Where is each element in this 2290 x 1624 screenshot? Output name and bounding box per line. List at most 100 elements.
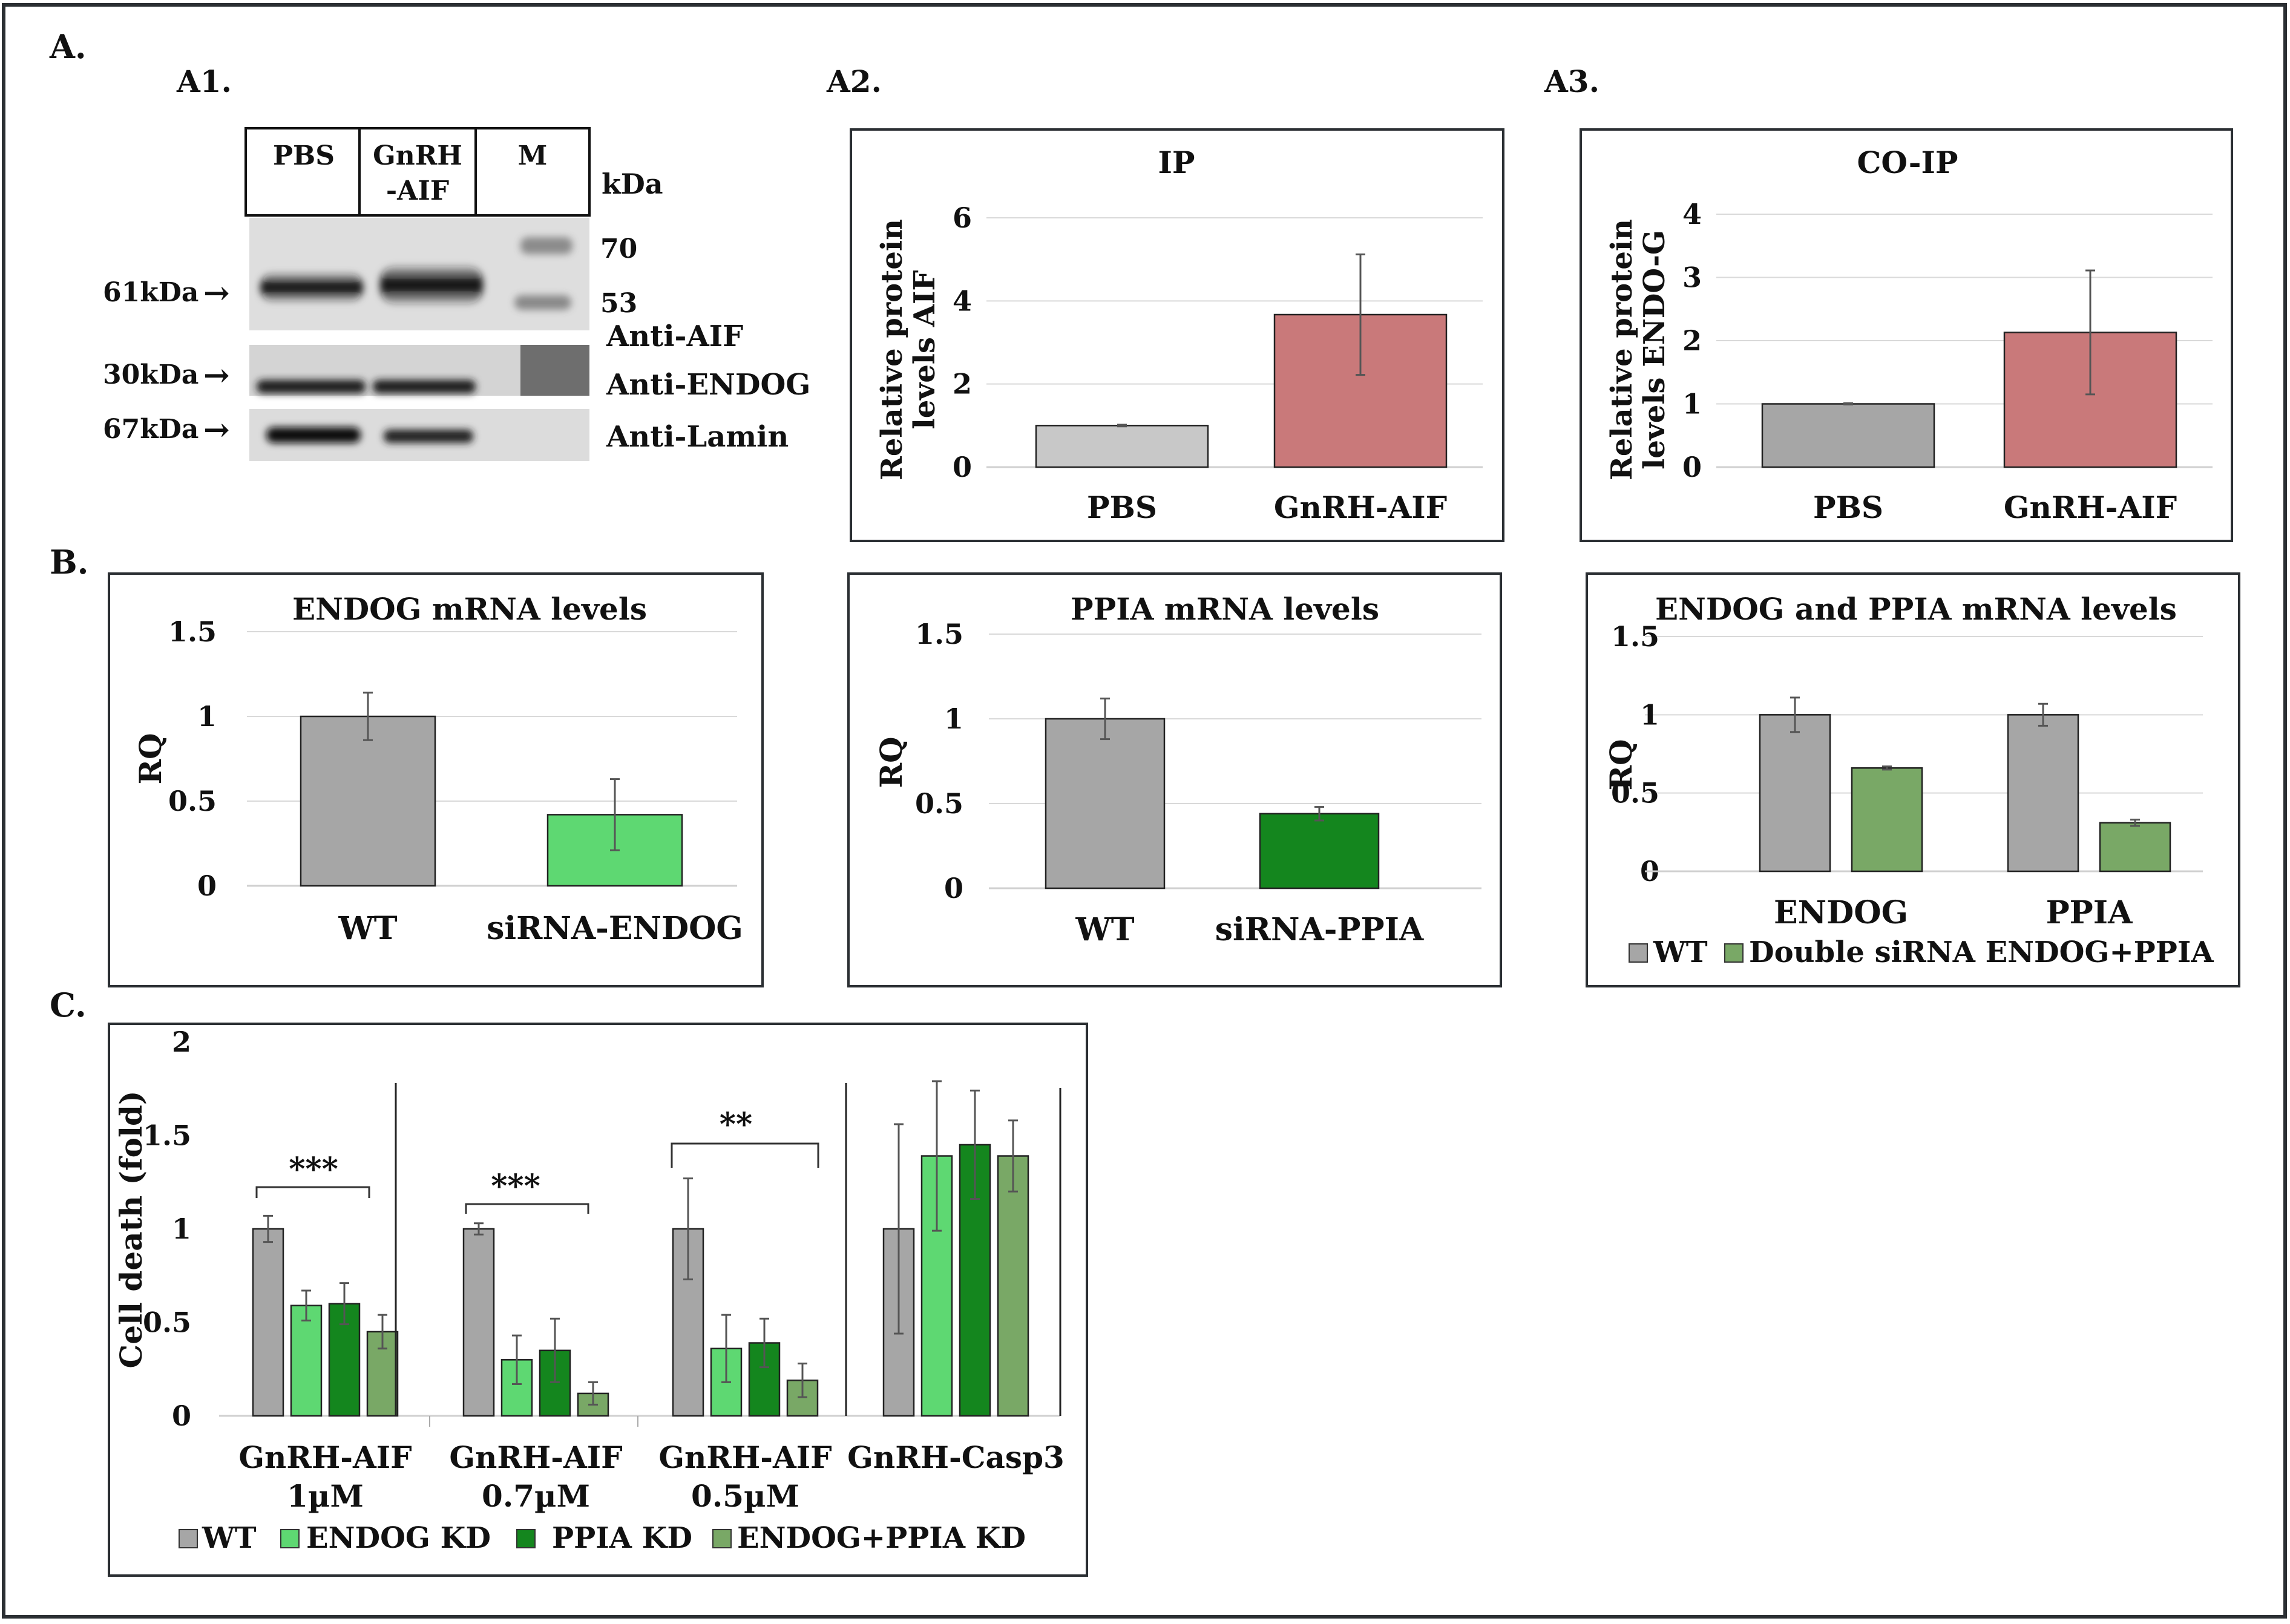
panel-b2-frame [847,572,1502,987]
chart-b2-xtick-label: WT [1075,911,1134,948]
chart-c-ytick-label: 2 [172,1026,191,1058]
panel-b1-frame [108,572,764,987]
chart-b2-ylabel: RQ [873,736,909,788]
legend-c-swatch-ppia [516,1529,536,1548]
western-blot: PBS GnRH -AIF M kDa 70 53 Anti-AIF 61kDa… [103,127,810,461]
chart-b1-ylabel-line: RQ [133,733,168,784]
chart-c-xtick-label: GnRH-Casp3 [847,1439,1065,1475]
panel-b3-frame [1586,572,2240,987]
blot-band-lamin-pbs [266,427,361,443]
legend-c-swatch-endog [280,1529,300,1548]
sig-label-05um: ** [720,1106,752,1143]
marker-label-70: 70 [600,234,637,264]
bracket-05um [671,1142,819,1168]
chart-a2-ytick-label: 2 [953,368,972,401]
chart-c-ytick-label: 0.5 [143,1306,191,1339]
chart-b1-ytick-label: 0 [197,869,217,902]
chart-a3-ytick-label: 3 [1682,261,1702,294]
lane-label-marker: M [518,140,548,171]
chart-b3-ytick-label: 0.5 [1611,777,1659,810]
chart-b3-ytick-label: 1 [1640,698,1659,731]
chart-c-bar [290,1305,323,1417]
panel-a3-frame [1580,128,2233,542]
chart-b1-ytick-label: 1 [197,700,217,733]
blot-band-aif-pbs [260,273,363,301]
legend-c-swatch-both [712,1529,732,1548]
chart-b1-ylabel: RQ [133,733,168,784]
chart-b2-ytick-label: 1 [944,702,963,735]
chart-b2-bar [1045,718,1166,889]
legend-c-label-endog: ENDOG KD [306,1521,491,1555]
chart-b2-title: PPIA mRNA levels [1071,591,1379,627]
chart-b2-bar [1259,813,1380,889]
chart-a2-ytick-label: 0 [953,451,972,483]
chart-c-bar [997,1155,1029,1417]
section-label-a: A. [49,27,87,66]
chart-a2-bar [1035,425,1209,468]
chart-a3-title: CO-IP [1857,145,1958,180]
chart-a2-xtick-label: PBS [1087,489,1157,525]
blot-band-aif-gnrh [380,266,483,304]
chart-a2-ylabel-line: Relative protein [875,219,909,480]
chart-b1-title: ENDOG mRNA levels [292,591,647,627]
chart-b2-ytick-label: 0 [944,872,963,905]
blot-band-endog-gnrh [373,380,476,393]
chart-a2-ylabel-line: levels AIF [908,270,942,430]
blot-band-lamin-gnrh [384,430,473,443]
chart-a3-ytick-label: 4 [1682,198,1702,231]
antibody-label-lamin: Anti-Lamin [606,420,789,454]
chart-c-ytick-label: 1.5 [143,1119,191,1152]
lane-label-gnrh: GnRH [373,140,462,171]
blot-band-marker-53 [514,295,571,310]
section-label-b: B. [50,543,88,581]
chart-a3-ytick-label: 2 [1682,324,1702,357]
legend-b3-label-wt: WT [1653,935,1708,969]
legend-c-label-wt: WT [202,1521,257,1555]
legend-b3-swatch-double [1724,943,1744,963]
chart-b3-ytick-label: 1.5 [1611,620,1659,653]
size-label-61kda: 61kDa [103,277,198,308]
chart-a3-bar [1761,403,1935,468]
significance-brackets: *** *** ** [255,1106,819,1214]
size-label-30kda: 30kDa [103,359,198,390]
outer-frame [2,3,2287,1619]
chart-b3-bar [1759,714,1831,873]
chart-c-xtick-label: 0.7µM [482,1478,590,1514]
chart-b3-bar [1851,767,1923,873]
marker-label-53: 53 [600,288,637,319]
legend-b3: WT Double siRNA ENDOG+PPIA [1629,935,2214,969]
chart-c-bar [920,1155,953,1417]
chart-b1-bar [300,715,436,887]
chart-b2-ylabel-line: RQ [873,736,909,788]
chart-c-bar [462,1228,495,1417]
chart-c-xtick-label: GnRH-AIF [449,1439,622,1475]
chart-b3-bar [2099,822,2171,873]
antibody-label-aif: Anti-AIF [606,319,743,353]
lane-label-pbs: PBS [273,140,335,171]
chart-b3-ylabel: RQ [1603,739,1639,790]
chart-c-ytick-label: 0 [172,1400,191,1432]
panel-label-a3: A3. [1544,64,1599,99]
section-label-c: C. [50,986,87,1024]
chart-c-ytick-label: 1 [172,1213,191,1245]
panel-label-a1: A1. [176,64,232,99]
chart-b3-bar [2007,714,2079,873]
legend-c: WT ENDOG KD PPIA KD ENDOG+PPIA KD [179,1521,1026,1555]
chart-b1-xtick-label: siRNA-ENDOG [487,910,743,947]
chart-c-xtick-label: GnRH-AIF [658,1439,832,1475]
sig-label-1um: *** [289,1151,338,1188]
lane-header-box [244,127,591,217]
chart-b3-ylabel-line: RQ [1603,739,1639,790]
chart-b3-xtick-label: ENDOG [1774,894,1908,931]
chart-c-ylabel-line: Cell death (fold) [113,1090,149,1368]
arrow-61kda: → [203,275,230,312]
sig-label-07um: *** [491,1168,540,1205]
chart-b3-title: ENDOG and PPIA mRNA levels [1655,591,2177,627]
chart-c-xtick-label: 1µM [287,1478,364,1514]
bracket-07um [465,1203,589,1214]
chart-c-xtick-label: GnRH-AIF [238,1439,412,1475]
lane-label-aif: -AIF [386,175,449,206]
